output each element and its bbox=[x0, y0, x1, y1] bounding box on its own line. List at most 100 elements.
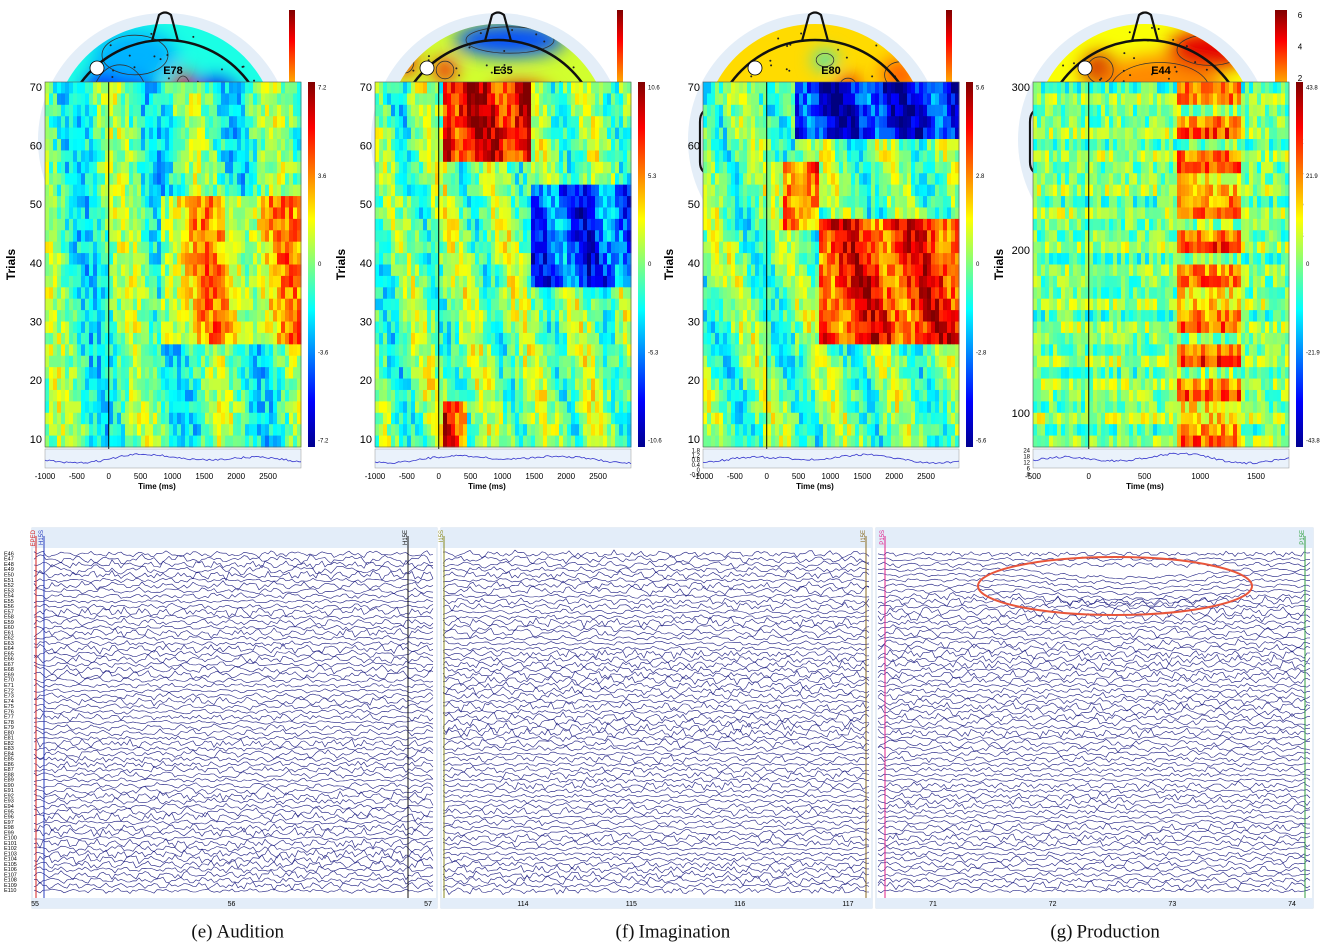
erp-cell bbox=[499, 242, 504, 254]
erp-cell bbox=[863, 93, 868, 105]
erp-cell bbox=[603, 173, 608, 185]
erp-cell bbox=[451, 299, 456, 311]
erp-cell bbox=[249, 242, 254, 254]
erp-cell bbox=[93, 128, 98, 140]
erp-cell bbox=[109, 276, 114, 288]
erp-cell bbox=[177, 265, 182, 277]
erp-cell bbox=[603, 82, 608, 94]
erp-cell bbox=[791, 162, 796, 174]
erp-cell bbox=[129, 413, 134, 425]
erp-cell bbox=[475, 93, 480, 105]
erp-cell bbox=[851, 82, 856, 94]
erp-cell bbox=[619, 253, 624, 265]
erp-cell bbox=[535, 436, 540, 448]
erp-cell bbox=[129, 207, 134, 219]
erp-cell bbox=[391, 310, 396, 322]
erp-cell bbox=[205, 230, 210, 242]
erp-cell bbox=[125, 105, 130, 117]
erp-cell bbox=[225, 265, 230, 277]
erp-cell bbox=[69, 344, 74, 356]
erp-cell bbox=[205, 401, 210, 413]
erp-cell bbox=[129, 322, 134, 334]
erp-cell bbox=[45, 230, 50, 242]
erp-cell bbox=[61, 230, 66, 242]
erp-cell bbox=[531, 93, 536, 105]
erp-cell bbox=[875, 93, 880, 105]
erp-cell bbox=[395, 207, 400, 219]
erp-cell bbox=[611, 379, 616, 391]
erp-cell bbox=[607, 390, 612, 402]
electrode bbox=[1073, 62, 1075, 64]
erp-cell bbox=[53, 287, 58, 299]
erp-cell bbox=[125, 173, 130, 185]
erp-cell bbox=[823, 128, 828, 140]
erp-cell bbox=[97, 333, 102, 345]
erp-cell bbox=[197, 162, 202, 174]
erp-cell bbox=[547, 276, 552, 288]
erp-cell bbox=[579, 436, 584, 448]
erp-cell bbox=[911, 116, 916, 128]
erp-cell bbox=[209, 139, 214, 151]
x-tick-label: 0 bbox=[106, 472, 111, 481]
erp-cell bbox=[141, 379, 146, 391]
erp-cell bbox=[759, 82, 764, 94]
erp-cell bbox=[583, 185, 588, 197]
erp-cell bbox=[277, 265, 282, 277]
erp-cell bbox=[49, 219, 54, 231]
erp-cell bbox=[503, 139, 508, 151]
erp-cell bbox=[193, 105, 198, 117]
erp-cell bbox=[221, 253, 226, 265]
erp-cell bbox=[619, 207, 624, 219]
erp-cell bbox=[583, 310, 588, 322]
erp-cell bbox=[575, 207, 580, 219]
erp-cell bbox=[603, 265, 608, 277]
erp-cell bbox=[173, 299, 178, 311]
erp-cell bbox=[719, 128, 724, 140]
erp-cell bbox=[375, 82, 380, 94]
erp-cell bbox=[97, 150, 102, 162]
erp-cell bbox=[467, 413, 472, 425]
erp-cell bbox=[133, 322, 138, 334]
erp-cell bbox=[503, 287, 508, 299]
erp-cell bbox=[49, 333, 54, 345]
erp-cell bbox=[49, 128, 54, 140]
erp-cell bbox=[551, 128, 556, 140]
erp-cell bbox=[193, 93, 198, 105]
erp-cell bbox=[427, 344, 432, 356]
erp-cell bbox=[49, 82, 54, 94]
erp-cell bbox=[555, 299, 560, 311]
erp-cell bbox=[415, 424, 420, 436]
erp-cell bbox=[265, 139, 270, 151]
erp-cell bbox=[173, 401, 178, 413]
erp-cell bbox=[555, 150, 560, 162]
erp-cell bbox=[165, 401, 170, 413]
erp-cell bbox=[735, 139, 740, 151]
x-tick-label: 1000 bbox=[494, 472, 512, 481]
erp-cell bbox=[463, 276, 468, 288]
erp-cell bbox=[407, 242, 412, 254]
erp-cell bbox=[133, 150, 138, 162]
erp-cell bbox=[217, 265, 222, 277]
erp-cell bbox=[281, 287, 286, 299]
erp-cell bbox=[591, 287, 596, 299]
erp-cell bbox=[133, 287, 138, 299]
x-tick-label: -500 bbox=[69, 472, 86, 481]
erp-cell bbox=[69, 230, 74, 242]
erp-cell bbox=[193, 344, 198, 356]
erp-cell bbox=[245, 265, 250, 277]
erp-cell bbox=[607, 116, 612, 128]
erp-cell bbox=[547, 424, 552, 436]
erp-cell bbox=[943, 105, 948, 117]
erp-cell bbox=[495, 150, 500, 162]
erp-cell bbox=[467, 390, 472, 402]
erp-cell bbox=[197, 242, 202, 254]
erp-cell bbox=[391, 162, 396, 174]
erp-cell bbox=[403, 150, 408, 162]
erp-cell bbox=[543, 379, 548, 391]
erp-cell bbox=[623, 436, 628, 448]
erp-cell bbox=[49, 413, 54, 425]
erp-cell bbox=[507, 162, 512, 174]
erp-cell bbox=[277, 105, 282, 117]
erp-cell bbox=[53, 185, 58, 197]
erp-cell bbox=[471, 322, 476, 334]
